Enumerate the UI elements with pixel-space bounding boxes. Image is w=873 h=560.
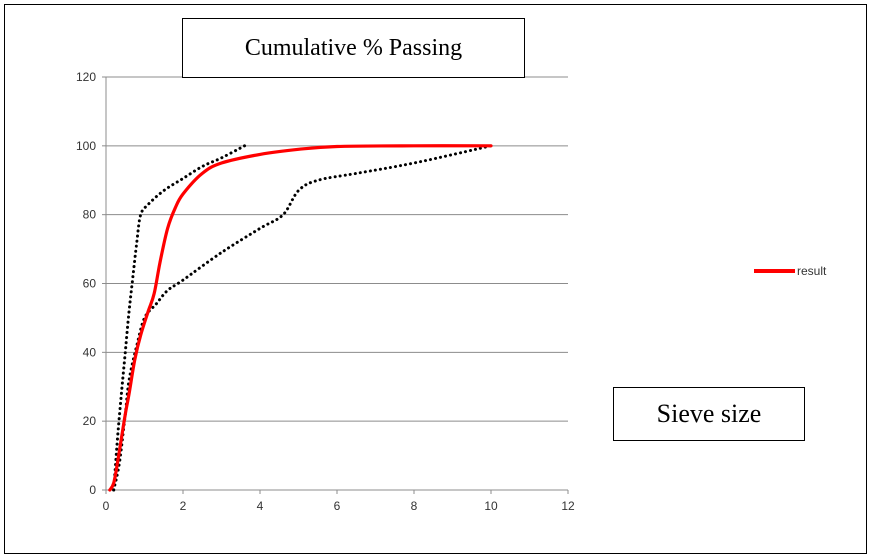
envelope-line-2 [112,144,493,492]
legend-label-result: result [797,264,827,278]
x-tick-label-8: 8 [411,499,418,513]
sieve-size-annotation: Sieve size [613,387,805,441]
gridlines [106,76,568,422]
chart-frame [4,4,867,554]
series-lines [108,144,493,492]
y-tick-label-40: 40 [83,345,97,359]
x-tick-label-4: 4 [257,499,264,513]
envelope-line-1 [112,144,247,492]
y-tick-label-120: 120 [76,70,96,84]
chart-title-text: Cumulative % Passing [244,34,463,61]
x-tick-label-6: 6 [334,499,341,513]
tick-labels: 0 20 40 60 80 100 120 0 2 4 6 8 10 12 [76,70,575,513]
y-tick-label-80: 80 [83,208,97,222]
x-tick-label-12: 12 [561,499,575,513]
y-tick-label-0: 0 [89,483,96,497]
chart-title: Cumulative % Passing [182,18,525,78]
x-tick-label-0: 0 [103,499,110,513]
y-tick-label-60: 60 [83,277,97,291]
x-tick-label-10: 10 [484,499,498,513]
legend: result [754,264,827,278]
sieve-size-text: Sieve size [656,399,762,428]
y-tick-label-100: 100 [76,139,96,153]
series-line-result [108,144,493,492]
y-tick-label-20: 20 [83,414,97,428]
x-tick-label-2: 2 [180,499,187,513]
axes [102,76,569,494]
